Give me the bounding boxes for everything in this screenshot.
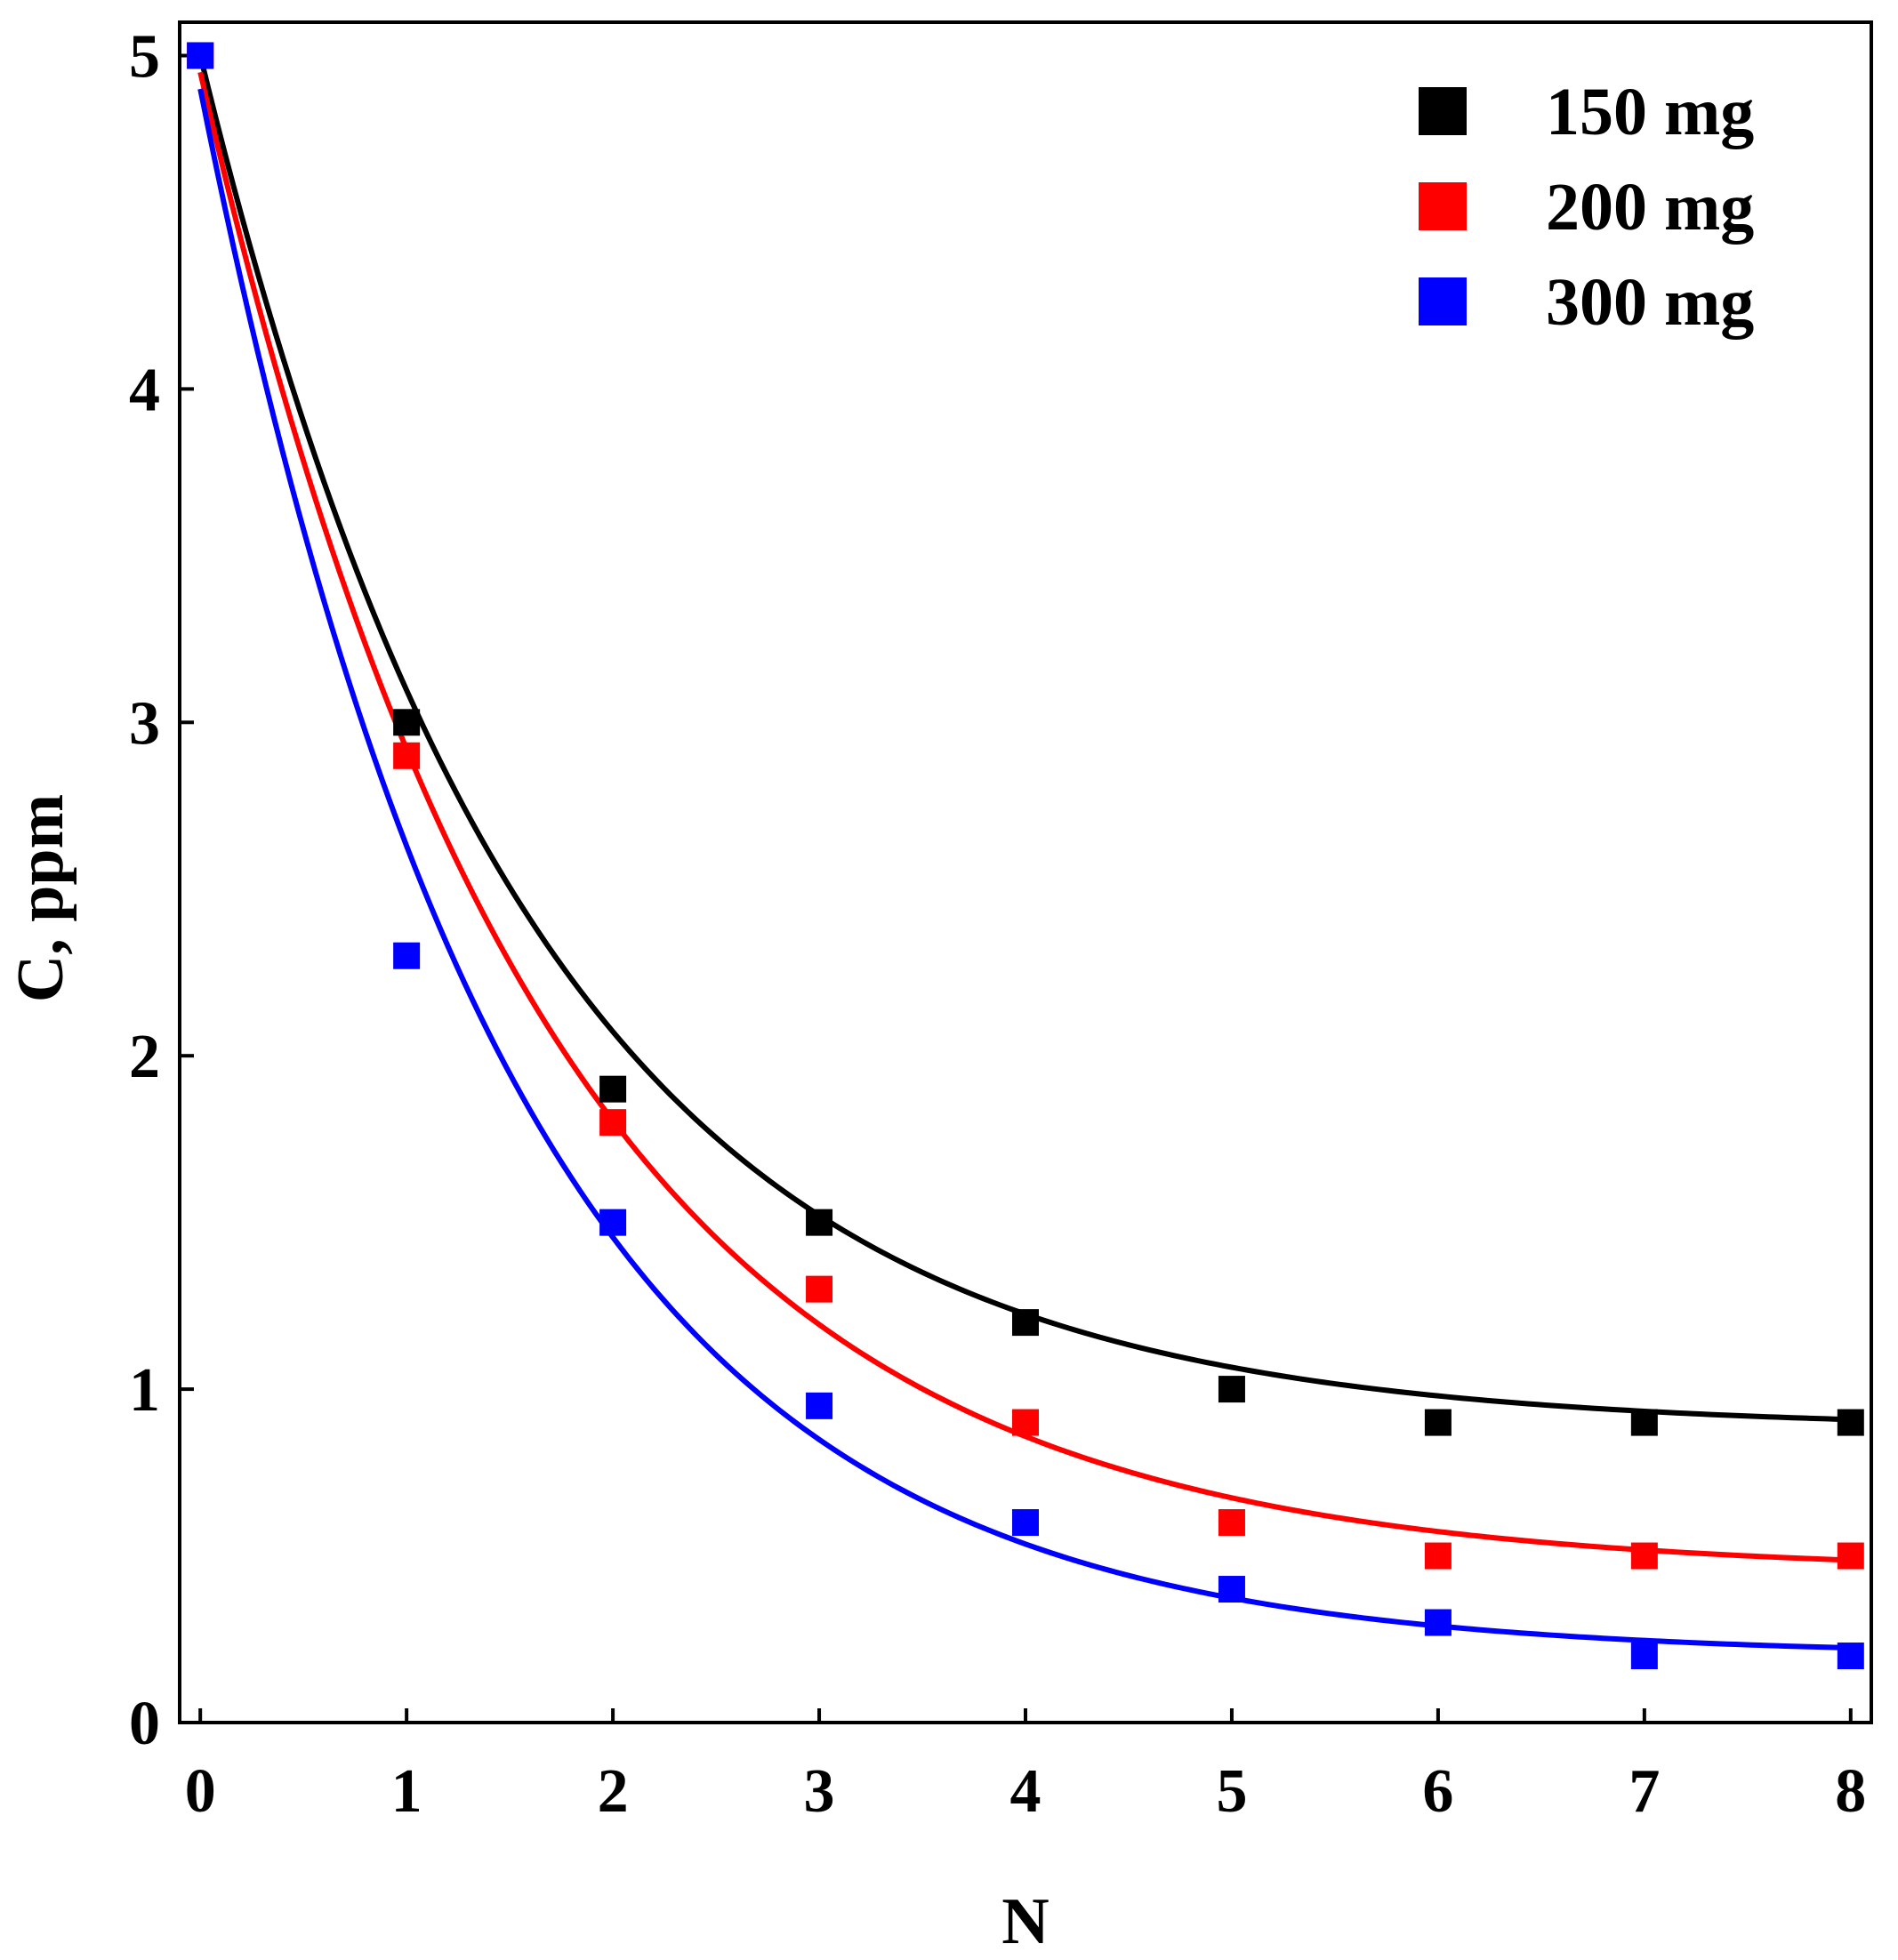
x-tick-label: 5 — [1216, 1757, 1247, 1826]
y-tick-label: 5 — [129, 22, 160, 91]
data-point — [1218, 1509, 1245, 1537]
data-point — [599, 1109, 627, 1137]
data-point — [1424, 1542, 1452, 1570]
fit-curve — [197, 54, 1851, 1423]
legend-label: 200 mg — [1546, 170, 1754, 245]
data-point — [806, 1209, 833, 1236]
data-point — [1630, 1643, 1658, 1670]
x-axis-label: N — [1001, 1885, 1049, 1958]
data-point — [1630, 1542, 1658, 1570]
legend: 150 mg 200 mg 300 mg — [1419, 75, 1754, 340]
data-point — [1012, 1309, 1039, 1337]
data-points — [187, 42, 1864, 1670]
data-point — [1630, 1409, 1658, 1436]
data-point — [599, 1209, 627, 1236]
data-point — [1218, 1576, 1245, 1603]
fit-curve — [197, 71, 1851, 1563]
data-point — [1012, 1409, 1039, 1436]
data-point — [187, 42, 214, 69]
y-axis-ticks: 0 1 2 3 4 5 — [129, 22, 194, 1758]
legend-label: 300 mg — [1546, 265, 1754, 340]
data-point — [1218, 1376, 1245, 1403]
y-tick-label: 0 — [129, 1690, 160, 1758]
y-axis-label: C, ppm — [4, 794, 77, 1002]
x-tick-label: 7 — [1629, 1757, 1660, 1826]
x-tick-label: 3 — [804, 1757, 835, 1826]
x-tick-label: 4 — [1010, 1757, 1041, 1826]
legend-marker — [1419, 87, 1467, 135]
legend-marker — [1419, 277, 1467, 325]
x-tick-label: 0 — [185, 1757, 216, 1826]
legend-label: 150 mg — [1546, 75, 1754, 149]
x-tick-label: 8 — [1835, 1757, 1866, 1826]
fit-curve — [197, 88, 1851, 1651]
data-point — [393, 709, 421, 736]
data-point — [1837, 1643, 1864, 1670]
x-tick-label: 6 — [1422, 1757, 1453, 1826]
data-point — [599, 1075, 627, 1103]
y-tick-label: 1 — [129, 1356, 160, 1425]
x-tick-label: 1 — [391, 1757, 422, 1826]
data-point — [806, 1275, 833, 1303]
data-point — [1424, 1609, 1452, 1636]
legend-marker — [1419, 182, 1467, 230]
data-point — [393, 742, 421, 769]
data-point — [393, 942, 421, 969]
data-point — [1837, 1409, 1864, 1436]
x-axis-ticks: 0 1 2 3 4 5 6 7 8 — [185, 1708, 1866, 1826]
x-tick-label: 2 — [598, 1757, 629, 1826]
y-tick-label: 2 — [129, 1023, 160, 1091]
data-point — [1837, 1542, 1864, 1570]
y-tick-label: 3 — [129, 689, 160, 758]
data-point — [1012, 1509, 1039, 1537]
data-point — [1424, 1409, 1452, 1436]
data-point — [806, 1392, 833, 1419]
y-tick-label: 4 — [129, 356, 160, 424]
